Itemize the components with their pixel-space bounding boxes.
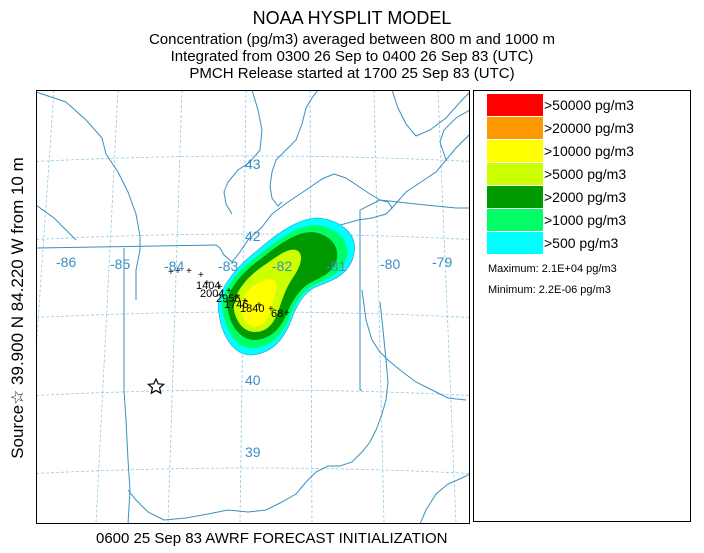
source-star-icon [146,377,166,395]
map-panel: + + + + + + + + + + + + 1404 2004 2956 1746 1840… [36,90,470,524]
lon-label-4: -83 [218,258,238,274]
lon-label-8: -79 [432,254,452,270]
release-subtitle: PMCH Release started at 1700 25 Sep 83 (… [189,65,515,82]
map-canvas: + + + + + + + + + + + + 1404 2004 2956 1746 1840… [36,90,470,524]
source-location-text: Source☆ 39.900 N 84.220 W from 10 m [8,157,27,459]
concentration-subtitle: Concentration (pg/m3) averaged between 8… [148,31,556,48]
legend-row: >50000 pg/m3 [487,94,687,116]
legend-swatch [487,117,543,139]
legend-row: >500 pg/m3 [487,232,687,254]
svg-text:+: + [168,267,174,278]
svg-text:+: + [217,282,223,293]
svg-text:+: + [242,296,248,307]
maximum-value: Maximum: 2.1E+04 pg/m3 [488,263,617,275]
legend-row: >10000 pg/m3 [487,140,687,162]
lon-label-6: -81 [326,258,346,274]
legend-swatch [487,140,543,162]
lat-label-1: 43 [245,156,261,172]
hour-label-3: 2956 [216,293,240,305]
svg-text:+: + [175,266,181,277]
svg-text:+: + [186,266,192,277]
lat-label-2: 42 [245,228,261,244]
legend-swatch [487,232,543,254]
legend-row: >2000 pg/m3 [487,186,687,208]
legend-label: >10000 pg/m3 [544,143,634,159]
hour-label-5: 1840 [240,303,264,315]
legend-label: >20000 pg/m3 [544,120,634,136]
legend-row: >1000 pg/m3 [487,209,687,231]
svg-text:+: + [256,300,262,311]
legend-row: >5000 pg/m3 [487,163,687,185]
source-location-label: Source☆ 39.900 N 84.220 W from 10 m [6,90,30,526]
hour-label-6: 68 [271,308,283,320]
svg-text:+: + [268,304,274,315]
concentration-legend: >50000 pg/m3 >20000 pg/m3 >10000 pg/m3 >… [473,90,691,522]
lon-label-1: -86 [56,254,76,270]
minimum-value: Minimum: 2.2E-06 pg/m3 [488,284,611,296]
svg-text:+: + [226,286,232,297]
svg-text:+: + [234,292,240,303]
legend-swatch [487,186,543,208]
legend-label: >500 pg/m3 [544,235,619,251]
lon-label-7: -80 [380,256,400,272]
hour-label-4: 1746 [224,299,248,311]
hour-label-1: 1404 [196,280,220,292]
legend-row: >20000 pg/m3 [487,117,687,139]
svg-text:+: + [284,308,290,319]
legend-label: >1000 pg/m3 [544,212,627,228]
map-title: NOAA HYSPLIT MODEL [252,8,452,28]
lat-label-4: 39 [245,444,261,460]
legend-label: >50000 pg/m3 [544,97,634,113]
lon-label-5: -82 [272,258,292,274]
legend-swatch [487,94,543,116]
contour-10000 [240,279,277,327]
legend-swatch [487,209,543,231]
lon-label-3: -84 [164,258,184,274]
svg-text:+: + [198,270,204,281]
forecast-footer: 0600 25 Sep 83 AWRF FORECAST INITIALIZAT… [96,530,448,547]
trajectory-markers: + + + + + + + + + + + + [168,266,290,319]
hour-label-2: 2004 [200,288,224,300]
lon-label-2: -85 [110,256,130,272]
concentration-plume [217,217,355,356]
boundaries [37,91,469,523]
legend-label: >2000 pg/m3 [544,189,627,205]
lat-label-3: 40 [245,372,261,388]
legend-label: >5000 pg/m3 [544,166,627,182]
integration-subtitle: Integrated from 0300 26 Sep to 0400 26 S… [170,48,534,65]
svg-text:+: + [204,278,210,289]
legend-swatch [487,163,543,185]
